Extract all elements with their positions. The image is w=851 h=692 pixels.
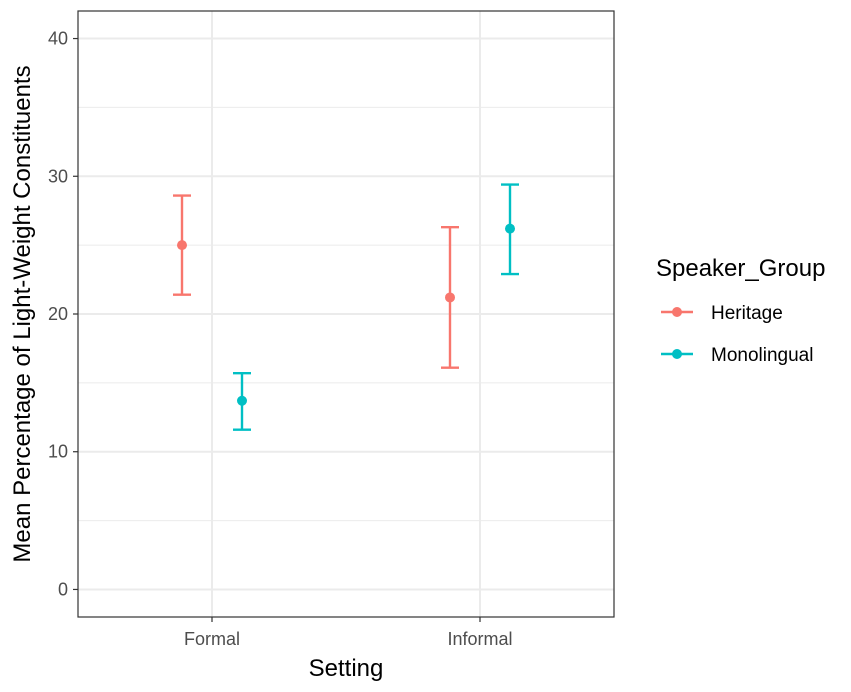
x-tick-label: Informal [447, 629, 512, 649]
errorbar-point [233, 372, 251, 431]
gridlines [78, 11, 614, 617]
errorbar-point [441, 226, 459, 369]
y-tick-label: 30 [48, 166, 68, 186]
legend-item: Monolingual [661, 345, 813, 366]
legend: Speaker_Group Heritage Monolingual [656, 255, 825, 366]
axes: 0 10 20 30 40 Formal Informal [48, 29, 513, 649]
data-point [237, 395, 247, 406]
x-tick-label: Formal [184, 629, 240, 649]
data-point [505, 223, 515, 234]
legend-key-point [672, 307, 682, 317]
legend-items: Heritage Monolingual [661, 303, 813, 366]
plot-marks [173, 183, 519, 431]
legend-key-point [672, 349, 682, 359]
legend-label: Monolingual [711, 345, 813, 366]
y-axis-title: Mean Percentage of Light-Weight Constitu… [9, 65, 36, 562]
legend-label: Heritage [711, 303, 783, 324]
y-tick-label: 10 [48, 442, 68, 462]
y-tick-label: 40 [48, 29, 68, 49]
y-tick-label: 20 [48, 304, 68, 324]
errorbar-point [501, 183, 519, 276]
x-axis-title: Setting [309, 655, 384, 682]
data-point [177, 240, 187, 251]
legend-title: Speaker_Group [656, 255, 825, 282]
y-tick-label: 0 [58, 579, 68, 599]
data-point [445, 292, 455, 303]
legend-item: Heritage [661, 303, 783, 324]
errorbar-point [173, 194, 191, 296]
